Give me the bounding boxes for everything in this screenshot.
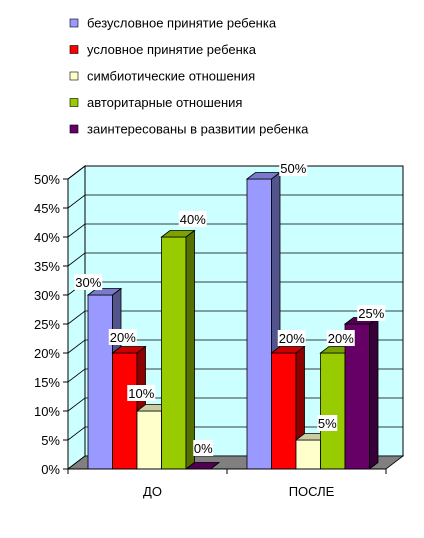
data-label: 50% xyxy=(279,160,308,176)
data-label-text: 20% xyxy=(328,331,354,346)
y-tick-label: 25% xyxy=(34,317,60,332)
legend-item: симбиотические отношения xyxy=(69,69,255,84)
data-label-text: 20% xyxy=(279,331,305,346)
bar xyxy=(343,316,380,470)
y-tick-label: 30% xyxy=(34,288,60,303)
gridline xyxy=(67,194,403,209)
bar-front xyxy=(161,236,187,470)
bar-front xyxy=(320,352,346,470)
x-axis: ДО ПОСЛЕ xyxy=(67,468,387,499)
bar-side xyxy=(369,316,379,470)
legend-item: заинтересованы в развитии ребенка xyxy=(69,122,309,137)
data-label-bg xyxy=(279,160,308,176)
bar-top xyxy=(111,346,147,354)
data-label-text: 0% xyxy=(194,441,213,456)
legend-label: безусловное принятие ребенка xyxy=(87,16,277,31)
data-label: 20% xyxy=(326,330,355,346)
legend-swatch xyxy=(69,45,79,54)
bar-top xyxy=(270,346,306,354)
legend-label: симбиотические отношения xyxy=(87,69,255,84)
data-label-text: 40% xyxy=(180,212,206,227)
bar-side xyxy=(185,229,195,470)
gridline xyxy=(67,223,403,238)
y-tick-label: 0% xyxy=(41,462,60,477)
data-label-bg xyxy=(178,211,207,227)
bar-front xyxy=(136,410,162,470)
data-label-text: 20% xyxy=(110,330,136,345)
data-label-text: 30% xyxy=(75,275,101,290)
data-label: 25% xyxy=(357,305,386,321)
bar-front xyxy=(246,178,272,470)
bar-top xyxy=(160,230,196,238)
gridline xyxy=(67,310,403,325)
data-label-text: 25% xyxy=(358,306,384,321)
data-label-bg xyxy=(277,330,306,346)
data-label-bg xyxy=(357,305,386,321)
data-label-text: 5% xyxy=(318,416,337,431)
bar-front xyxy=(295,439,321,470)
data-label: 40% xyxy=(178,211,207,227)
y-tick-label: 5% xyxy=(41,433,60,448)
data-label-bg xyxy=(127,385,156,401)
legend-swatch xyxy=(69,124,79,134)
bar xyxy=(160,229,196,470)
bars xyxy=(86,171,380,470)
data-label: 10% xyxy=(127,385,156,401)
data-label-bg xyxy=(108,329,137,345)
data-label-bg xyxy=(74,274,103,290)
bar-top xyxy=(86,288,123,296)
legend: безусловное принятие ребенка условное при… xyxy=(69,16,309,137)
y-tick-label: 45% xyxy=(34,201,60,216)
legend-swatch xyxy=(69,71,79,81)
bar-front xyxy=(344,323,370,470)
x-tick-label: ДО xyxy=(143,484,162,499)
data-label: 5% xyxy=(317,415,338,431)
data-label: 30% xyxy=(74,274,103,290)
data-label: 0% xyxy=(193,440,214,456)
y-axis: 0% 5% 10% 15% 20% 25% 30% 35% 40% 45% 50% xyxy=(34,172,69,477)
legend-swatch xyxy=(69,98,79,107)
legend-item: авторитарные отношения xyxy=(69,95,242,110)
bar xyxy=(270,345,306,470)
legend-label: заинтересованы в развитии ребенка xyxy=(87,122,309,137)
legend-label: условное принятие ребенка xyxy=(87,42,257,57)
x-tick-label: ПОСЛЕ xyxy=(289,484,335,499)
data-labels: 30% 20% 10% 40% 0% 50% 20% 5% 20% 25% xyxy=(74,160,386,456)
bar-front xyxy=(271,352,297,470)
bar-front xyxy=(87,294,113,470)
data-label-bg xyxy=(193,440,214,456)
bar-front xyxy=(112,352,138,470)
data-label-text: 10% xyxy=(128,386,154,401)
y-tick-label: 35% xyxy=(34,259,60,274)
legend-label: авторитарные отношения xyxy=(87,95,242,110)
y-tick-label: 10% xyxy=(34,404,60,419)
y-tick-label: 50% xyxy=(34,172,60,187)
bar-group xyxy=(245,171,380,470)
gridline xyxy=(67,252,403,267)
y-tick-label: 20% xyxy=(34,346,60,361)
data-label-bg xyxy=(317,415,338,431)
legend-item: безусловное принятие ребенка xyxy=(69,16,277,31)
y-tick-label: 15% xyxy=(34,375,60,390)
data-label: 20% xyxy=(277,330,306,346)
legend-swatch xyxy=(69,18,79,28)
legend-item: условное принятие ребенка xyxy=(69,42,257,57)
data-label: 20% xyxy=(108,329,137,345)
data-label-bg xyxy=(326,330,355,346)
y-tick-label: 40% xyxy=(34,230,60,245)
data-label-text: 50% xyxy=(280,161,306,176)
